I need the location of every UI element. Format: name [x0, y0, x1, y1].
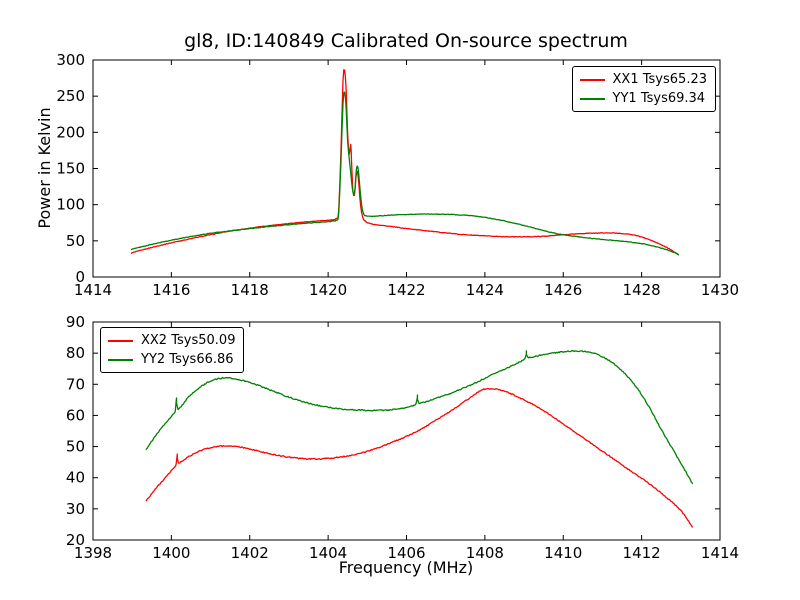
- x-tick-label: 1414: [701, 544, 739, 562]
- top-plot-legend: XX1 Tsys65.23 YY1 Tsys69.34: [571, 66, 716, 112]
- plot-areas: 1414 1416 1418 1420 1422 1424 1426 1428 14300501…: [56, 51, 739, 562]
- y-tick-label: 90: [66, 313, 85, 331]
- bottom-plot-legend: XX2 Tsys50.09 YY2 Tsys66.86: [100, 327, 245, 373]
- x-tick-label: 1422: [387, 281, 425, 299]
- x-tick-label: 1428: [623, 281, 661, 299]
- x-tick-label: 1406: [387, 544, 425, 562]
- legend-entry-xx2: XX2 Tsys50.09: [108, 331, 235, 350]
- x-tick-label: 1424: [466, 281, 504, 299]
- y-tick-label: 20: [66, 531, 85, 549]
- x-tick-label: 1398: [74, 544, 112, 562]
- figure-title: gl8, ID:140849 Calibrated On-source spec…: [184, 30, 628, 52]
- legend-line-swatch: [108, 358, 133, 361]
- axes-frame: [92, 321, 721, 541]
- legend-entry-yy2: YY2 Tsys66.86: [108, 350, 235, 369]
- legend-label: XX2 Tsys50.09: [141, 333, 236, 348]
- x-tick-label: 1426: [544, 281, 582, 299]
- legend-entry-yy1: YY1 Tsys69.34: [579, 89, 707, 108]
- x-tick-label: 1414: [74, 281, 112, 299]
- legend-line-swatch: [108, 339, 133, 342]
- x-tick-label: 1400: [152, 544, 190, 562]
- bottom-plot: 1398 1400 1402 1404 1406 1408 1410 1412 1414 20 30…: [66, 313, 739, 562]
- x-tick-label: 1420: [309, 281, 347, 299]
- axes-frame: [92, 59, 721, 278]
- top-plot: 1414 1416 1418 1420 1422 1424 1426 1428 1430 0 50 1…: [56, 51, 739, 299]
- x-tick-label: 1412: [623, 544, 661, 562]
- bottom-plot-xlabel: Frequency (MHz): [339, 558, 473, 577]
- legend-line-swatch: [579, 78, 605, 81]
- y-tick-label: 300: [56, 51, 85, 69]
- y-tick-label: 200: [56, 123, 85, 141]
- series-line-yy2: [145, 349, 694, 485]
- y-tick-label: 250: [56, 87, 85, 105]
- y-tick-label: 100: [56, 196, 85, 214]
- x-tick-label: 1404: [309, 544, 347, 562]
- y-tick-label: 80: [66, 344, 85, 362]
- y-tick-label: 50: [66, 438, 85, 456]
- y-tick-label: 30: [66, 500, 85, 518]
- y-tick-label: 0: [75, 268, 85, 286]
- legend-line-swatch: [579, 97, 605, 100]
- x-tick-label: 1416: [152, 281, 190, 299]
- legend-label: YY1 Tsys69.34: [612, 91, 706, 106]
- legend-label: XX1 Tsys65.23: [612, 72, 707, 87]
- x-tick-label: 1410: [544, 544, 582, 562]
- y-tick-label: 60: [66, 406, 85, 424]
- y-tick-label: 150: [56, 160, 85, 178]
- x-tick-label: 1418: [231, 281, 269, 299]
- legend-entry-xx1: XX1 Tsys65.23: [579, 70, 707, 89]
- y-tick-label: 40: [66, 469, 85, 487]
- series-line-yy1: [130, 91, 680, 256]
- legend-label: YY2 Tsys66.86: [141, 352, 234, 367]
- x-tick-label: 1430: [701, 281, 739, 299]
- x-tick-label: 1408: [466, 544, 504, 562]
- y-tick-label: 50: [66, 232, 85, 250]
- series-line-xx2: [145, 387, 694, 528]
- top-plot-ylabel: Power in Kelvin: [35, 107, 54, 228]
- x-tick-label: 1402: [231, 544, 269, 562]
- y-tick-label: 70: [66, 375, 85, 393]
